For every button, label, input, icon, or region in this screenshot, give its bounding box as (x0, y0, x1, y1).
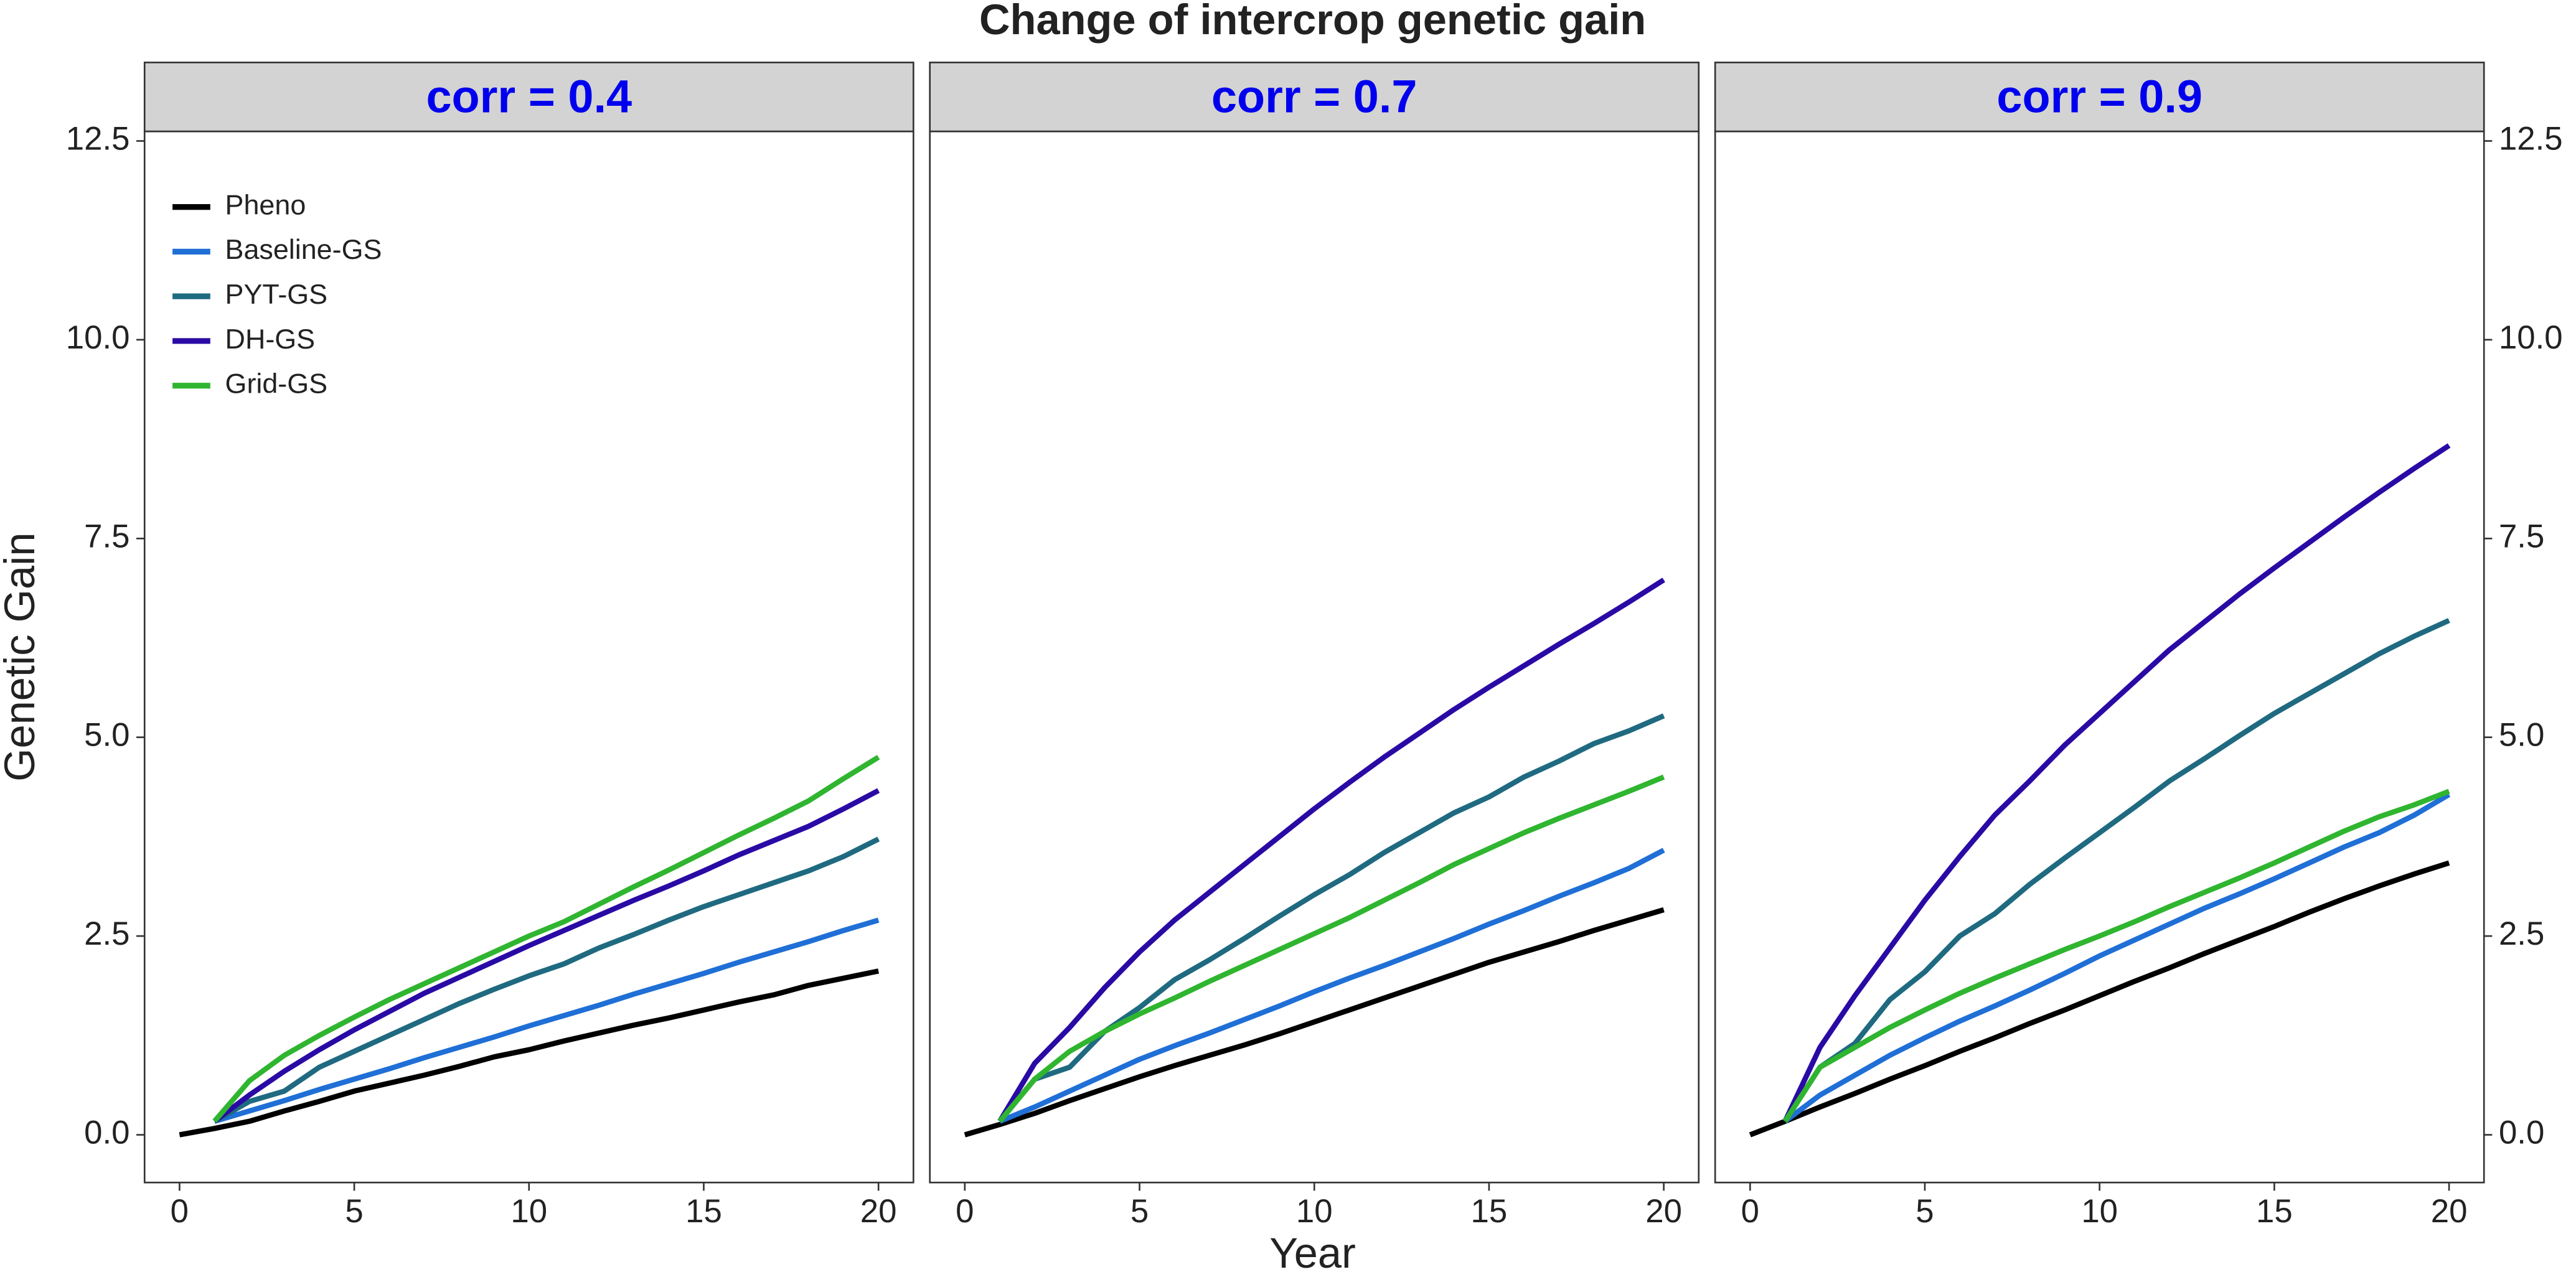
y-tick-label: 5.0 (2499, 717, 2544, 754)
series-line (997, 713, 1665, 1123)
series-line (213, 836, 880, 1124)
x-tick-label: 10 (1296, 1193, 1333, 1230)
legend-label: Pheno (225, 189, 306, 220)
x-tick-label: 15 (1471, 1193, 1508, 1230)
y-tick-label: 0.0 (2499, 1114, 2544, 1151)
x-tick-label: 15 (685, 1193, 722, 1230)
y-tick-label: 2.5 (84, 915, 129, 952)
series-line (1782, 788, 2450, 1123)
legend-label: PYT-GS (225, 278, 328, 310)
series-line (997, 578, 1665, 1123)
y-tick-label: 7.5 (2499, 518, 2544, 554)
series-line (179, 968, 880, 1138)
series-line (997, 774, 1665, 1123)
legend-label: Baseline-GS (225, 233, 382, 265)
y-tick-label: 12.5 (66, 120, 130, 157)
series-line (1782, 618, 2450, 1123)
y-tick-label: 10.0 (66, 319, 130, 356)
x-tick-label: 10 (510, 1193, 547, 1230)
x-tick-label: 20 (1645, 1193, 1682, 1230)
panel-title: corr = 0.9 (1996, 71, 2202, 123)
series-line (1783, 792, 2451, 1124)
series-line (999, 848, 1665, 1124)
x-tick-label: 5 (1131, 1193, 1149, 1230)
x-tick-label: 20 (860, 1193, 897, 1230)
series-line (212, 755, 880, 1123)
y-tick-label: 2.5 (2499, 915, 2544, 952)
x-tick-label: 0 (171, 1193, 189, 1230)
y-tick-label: 7.5 (84, 518, 129, 554)
x-axis-label: Year (1269, 1229, 1356, 1277)
x-tick-label: 5 (345, 1193, 363, 1230)
panel-frame (929, 130, 1700, 1184)
panel-strip (143, 62, 914, 133)
panel-title: corr = 0.7 (1211, 71, 1417, 123)
legend-label: DH-GS (225, 323, 316, 355)
series-line (212, 788, 880, 1124)
y-axis-label: Genetic Gain (0, 532, 44, 781)
y-tick-label: 0.0 (84, 1114, 129, 1151)
series-line (964, 907, 1665, 1138)
y-tick-label: 12.5 (2499, 120, 2563, 157)
x-tick-label: 10 (2081, 1193, 2118, 1230)
series-line (1782, 443, 2451, 1123)
panel-strip (1714, 62, 2485, 133)
chart-title: Change of intercrop genetic gain (979, 0, 1646, 44)
panel-title: corr = 0.4 (426, 71, 632, 123)
legend-label: Grid-GS (225, 368, 328, 400)
x-tick-label: 0 (956, 1193, 974, 1230)
x-tick-label: 5 (1916, 1193, 1934, 1230)
y-tick-label: 5.0 (84, 717, 129, 754)
x-tick-label: 20 (2431, 1193, 2468, 1230)
x-tick-label: 15 (2256, 1193, 2293, 1230)
x-tick-label: 0 (1741, 1193, 1759, 1230)
y-tick-label: 10.0 (2499, 319, 2563, 356)
series-line (1749, 860, 2450, 1138)
series-line (214, 917, 880, 1124)
